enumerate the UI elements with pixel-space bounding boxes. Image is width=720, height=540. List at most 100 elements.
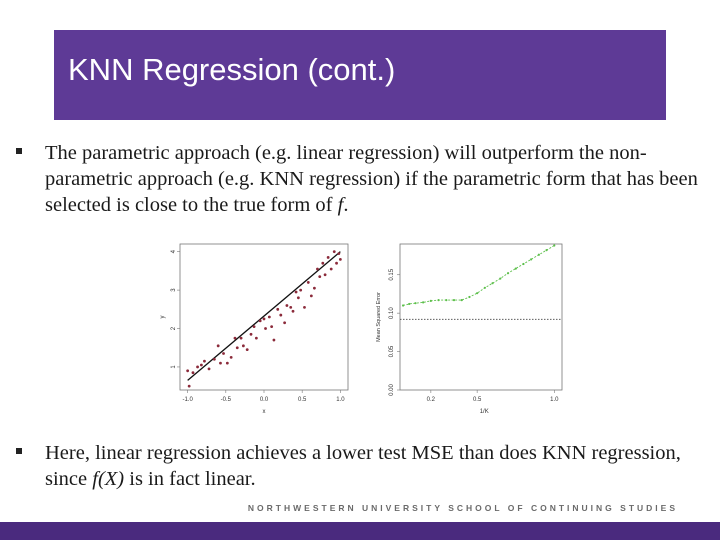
bullet-1-text-main: The parametric approach (e.g. linear reg… xyxy=(45,142,698,216)
scatter-y-tick-label: 1 xyxy=(171,365,177,369)
mse-x-axis-label: 1/K xyxy=(480,409,489,415)
scatter-point xyxy=(216,344,220,348)
scatter-point xyxy=(316,267,319,271)
scatter-point xyxy=(252,325,256,329)
scatter-point xyxy=(335,261,338,265)
scatter-point xyxy=(332,250,336,254)
footer-institution: NORTHWESTERN UNIVERSITY SCHOOL OF CONTIN… xyxy=(247,503,678,513)
scatter-point xyxy=(196,365,199,369)
scatter-point xyxy=(323,273,327,277)
scatter-point xyxy=(212,357,216,361)
scatter-point xyxy=(276,307,280,311)
scatter-point xyxy=(219,361,222,365)
bullet-1-text: The parametric approach (e.g. linear reg… xyxy=(45,140,706,218)
mse-y-tick-label: 0.05 xyxy=(389,345,395,357)
scatter-point xyxy=(262,317,266,321)
knn-mse-point xyxy=(452,298,456,302)
knn-mse-point xyxy=(460,298,463,302)
scatter-point xyxy=(233,336,237,340)
title-bar: KNN Regression (cont.) xyxy=(54,30,666,120)
mse-y-tick-label: 0.10 xyxy=(389,307,395,319)
footer-bar xyxy=(0,522,720,540)
scatter-point xyxy=(313,286,316,290)
bullet-marker xyxy=(16,148,22,154)
scatter-point xyxy=(296,296,300,300)
scatter-point xyxy=(187,384,191,388)
knn-mse-point xyxy=(408,302,411,306)
knn-mse-point xyxy=(414,302,417,305)
scatter-point xyxy=(326,256,330,259)
bullet-2-text: Here, linear regression achieves a lower… xyxy=(45,440,706,492)
figure: -1.0 -0.5 0.0 0.5 1.0 1 2 3 4 x y 0.2 0.5 1.0 0.00 0.05… xyxy=(150,236,570,426)
mse-y-tick-label: 0.15 xyxy=(389,268,395,280)
scatter-x-axis-label: x xyxy=(263,409,266,415)
scatter-point xyxy=(199,363,203,367)
knn-mse-point xyxy=(553,244,556,247)
bullet-1: The parametric approach (e.g. linear reg… xyxy=(16,140,706,220)
scatter-point xyxy=(270,325,274,329)
scatter-point xyxy=(283,321,287,325)
least-squares-fit-line xyxy=(187,251,341,381)
scatter-x-tick-label: -0.5 xyxy=(221,397,232,403)
knn-mse-point xyxy=(537,253,540,256)
mse-y-tick-label: 0.00 xyxy=(389,384,395,396)
bullet-2-text-end: is in fact linear. xyxy=(124,468,256,490)
scatter-point xyxy=(285,304,289,307)
scatter-point xyxy=(329,267,333,271)
scatter-x-tick-label: 0.0 xyxy=(260,397,269,403)
scatter-y-tick-label: 4 xyxy=(171,249,177,253)
scatter-point xyxy=(264,327,267,330)
mse-y-axis-label: Mean Squared Error xyxy=(376,292,382,342)
scatter-point xyxy=(306,281,310,284)
scatter-point xyxy=(291,309,295,313)
scatter-point xyxy=(186,369,190,373)
bullet-2: Here, linear regression achieves a lower… xyxy=(16,440,706,495)
scatter-point xyxy=(191,371,195,375)
bullet-1-text-end: . xyxy=(343,194,349,216)
scatter-point xyxy=(239,336,243,340)
scatter-point xyxy=(279,313,283,317)
scatter-point xyxy=(337,252,341,256)
bullet-1-emphasis: f xyxy=(337,194,344,216)
knn-mse-point xyxy=(437,298,440,302)
slide-title: KNN Regression (cont.) xyxy=(68,52,396,87)
knn-mse-point xyxy=(422,301,425,304)
scatter-point xyxy=(241,344,245,348)
bullet-marker xyxy=(16,448,22,454)
charts-figure: -1.0 -0.5 0.0 0.5 1.0 1 2 3 4 x y 0.2 0.5 1.0 0.00 0.05… xyxy=(160,243,563,415)
scatter-point xyxy=(299,288,303,292)
scatter-y-axis-label: y xyxy=(160,316,166,319)
scatter-point xyxy=(229,355,233,359)
knn-mse-point xyxy=(445,298,448,302)
scatter-point xyxy=(294,290,298,294)
mse-x-tick-label: 0.2 xyxy=(427,397,436,403)
scatter-point xyxy=(207,367,211,371)
mse-x-tick-label: 1.0 xyxy=(550,397,559,403)
scatter-point xyxy=(235,346,239,350)
knn-mse-point xyxy=(506,272,510,275)
knn-mse-point xyxy=(483,286,486,289)
knn-mse-point xyxy=(491,282,494,285)
scatter-point xyxy=(272,338,276,342)
knn-mse-point xyxy=(429,299,432,302)
scatter-x-tick-label: -1.0 xyxy=(182,397,193,403)
scatter-point xyxy=(267,315,271,319)
knn-mse-curve xyxy=(402,245,555,306)
scatter-y-tick-label: 2 xyxy=(171,326,177,330)
scatter-point xyxy=(222,352,225,355)
scatter-point xyxy=(309,294,313,298)
scatter-point xyxy=(254,336,258,340)
bullet-2-text-main: Here, linear regression achieves a lower… xyxy=(45,442,681,490)
knn-mse-point xyxy=(545,249,548,252)
knn-mse-point xyxy=(522,262,525,266)
mse-plot-frame xyxy=(399,243,563,391)
scatter-point xyxy=(303,305,306,309)
bullet-2-emphasis: f(X) xyxy=(92,468,125,490)
scatter-x-tick-label: 0.5 xyxy=(298,397,307,403)
scatter-point xyxy=(318,275,322,279)
scatter-point xyxy=(258,319,262,323)
scatter-y-tick-label: 3 xyxy=(171,288,177,292)
scatter-point xyxy=(225,361,229,365)
knn-mse-point xyxy=(499,277,502,280)
knn-mse-point xyxy=(476,292,479,295)
